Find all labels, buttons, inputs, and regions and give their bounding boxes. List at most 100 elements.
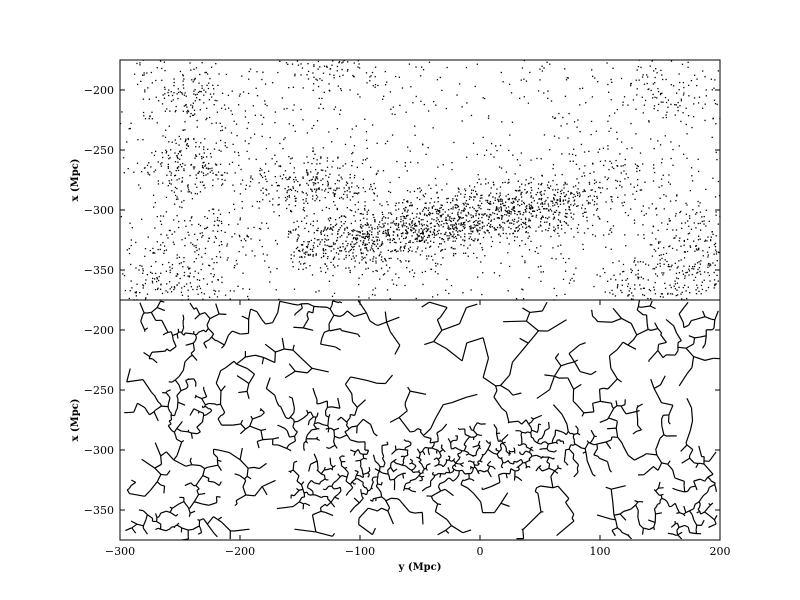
scatter-point [448, 228, 450, 231]
scatter-point [641, 96, 643, 98]
scatter-point [406, 200, 409, 202]
scatter-point [357, 93, 359, 95]
tree-edge [357, 478, 361, 482]
scatter-point [576, 194, 579, 197]
scatter-point [433, 236, 435, 239]
scatter-point [413, 228, 415, 230]
scatter-point [602, 147, 605, 149]
scatter-point [213, 293, 216, 295]
scatter-point [359, 235, 361, 237]
tree-edge [498, 449, 502, 452]
scatter-point [395, 224, 397, 226]
tree-edge [667, 460, 671, 465]
scatter-point [121, 111, 123, 113]
scatter-point [226, 245, 228, 247]
scatter-point [552, 179, 554, 182]
scatter-point [517, 203, 519, 206]
scatter-point [605, 246, 607, 248]
scatter-point [637, 261, 639, 263]
scatter-point [337, 230, 339, 233]
scatter-point [514, 230, 516, 232]
tree-edge [522, 450, 527, 456]
scatter-point [692, 209, 694, 211]
scatter-point [643, 237, 645, 240]
scatter-point [703, 215, 705, 218]
scatter-point [142, 287, 144, 289]
scatter-point [441, 89, 443, 92]
scatter-point [420, 232, 423, 235]
scatter-point [367, 209, 370, 211]
scatter-point [697, 239, 700, 241]
scatter-point [181, 92, 183, 94]
scatter-point [419, 213, 421, 215]
scatter-point [500, 71, 502, 74]
tree-edge [440, 447, 444, 450]
scatter-point [510, 213, 512, 215]
scatter-point [292, 229, 294, 231]
scatter-point [524, 184, 527, 186]
tree-edge [482, 485, 492, 491]
scatter-point [465, 156, 468, 158]
scatter-point [411, 229, 413, 232]
scatter-point [225, 73, 228, 76]
scatter-point [327, 182, 329, 184]
scatter-point [683, 244, 685, 246]
scatter-point [297, 246, 299, 249]
scatter-point [341, 68, 343, 71]
scatter-point [214, 163, 217, 165]
scatter-point [379, 253, 381, 255]
scatter-point [532, 215, 534, 217]
scatter-point [654, 250, 657, 252]
scatter-point [464, 224, 466, 226]
scatter-point [162, 241, 164, 244]
scatter-point [247, 295, 249, 298]
scatter-point [311, 162, 313, 165]
scatter-point [165, 150, 168, 153]
scatter-point [579, 130, 581, 133]
scatter-point [494, 197, 496, 199]
scatter-point [159, 248, 161, 251]
tree-edge [169, 346, 177, 352]
scatter-point [176, 215, 178, 217]
scatter-point [478, 207, 480, 209]
scatter-point [204, 187, 206, 189]
scatter-point [612, 262, 614, 264]
tree-edge [346, 472, 349, 478]
scatter-point [237, 151, 240, 154]
scatter-point [630, 208, 632, 210]
scatter-point [311, 189, 313, 191]
scatter-point [461, 217, 463, 219]
scatter-point [505, 210, 507, 213]
scatter-point [307, 254, 310, 256]
scatter-point [167, 166, 169, 168]
tree-edge [333, 436, 336, 442]
scatter-point [154, 169, 157, 171]
tree-edge [430, 418, 436, 429]
scatter-point [173, 92, 175, 94]
tree-edge [429, 438, 432, 444]
tree-edge [350, 484, 353, 487]
scatter-point [581, 175, 583, 178]
scatter-point [183, 87, 185, 89]
tree-edge [172, 333, 178, 336]
scatter-point [449, 220, 452, 222]
tree-edge [448, 459, 451, 462]
scatter-point [377, 84, 379, 87]
scatter-point [433, 201, 436, 203]
scatter-point [601, 187, 604, 189]
tree-edge [184, 355, 191, 363]
scatter-point [539, 79, 541, 81]
tree-edge [361, 497, 364, 501]
scatter-point [484, 232, 486, 234]
scatter-point [573, 273, 575, 275]
scatter-point [365, 235, 368, 237]
scatter-point [142, 139, 144, 141]
scatter-point [644, 181, 646, 183]
scatter-point [187, 145, 189, 148]
tree-edge [162, 333, 166, 336]
scatter-point [194, 270, 196, 272]
scatter-point [438, 229, 440, 231]
scatter-point [446, 183, 448, 185]
tree-edge [223, 335, 229, 346]
scatter-point [359, 232, 361, 234]
